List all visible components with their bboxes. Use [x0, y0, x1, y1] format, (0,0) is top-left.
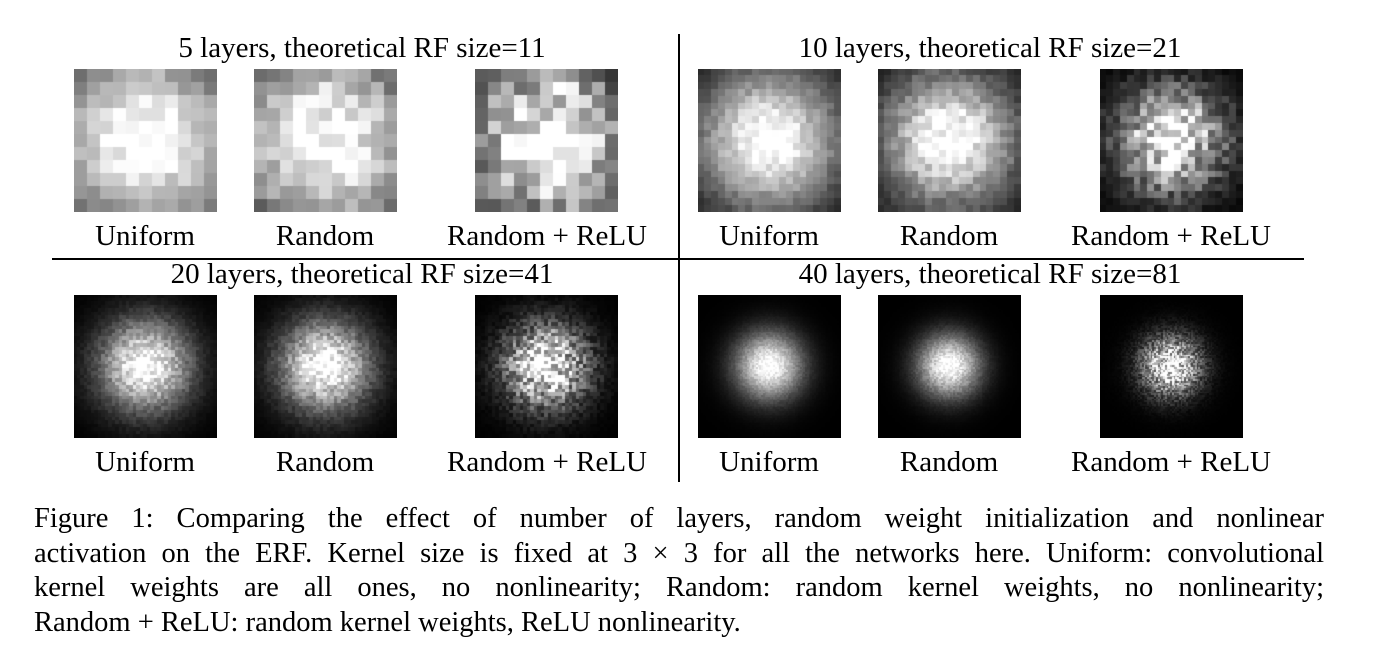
panel-title: 5 layers, theoretical RF size=11 — [178, 32, 546, 64]
label-random: Random — [275, 446, 375, 478]
label-random-relu: Random + ReLU — [1071, 446, 1271, 478]
label-uniform: Uniform — [95, 446, 195, 478]
label-random-relu: Random + ReLU — [447, 220, 647, 252]
panel-title: 10 layers, theoretical RF size=21 — [798, 32, 1182, 64]
erf-heatmap-uniform — [698, 295, 841, 438]
caption-line: activation on the ERF. Kernel size is fi… — [34, 537, 1324, 569]
erf-heatmap-random-relu — [475, 295, 618, 438]
figure-caption: Figure 1: Comparing the effect of number… — [34, 502, 1324, 640]
erf-heatmap-random — [254, 69, 397, 212]
caption-line: kernel weights are all ones, no nonlinea… — [34, 572, 1324, 603]
erf-heatmap-random — [878, 295, 1021, 438]
caption-line: Figure 1: Comparing the effect of number… — [34, 503, 1324, 534]
label-random: Random — [899, 220, 999, 252]
label-random: Random — [899, 446, 999, 478]
label-uniform: Uniform — [719, 220, 819, 252]
panel-title: 40 layers, theoretical RF size=81 — [798, 258, 1182, 290]
label-uniform: Uniform — [95, 220, 195, 252]
erf-heatmap-uniform — [698, 69, 841, 212]
label-random: Random — [275, 220, 375, 252]
caption-line: Random + ReLU: random kernel weights, Re… — [34, 606, 741, 638]
label-random-relu: Random + ReLU — [447, 446, 647, 478]
label-random-relu: Random + ReLU — [1071, 220, 1271, 252]
erf-heatmap-uniform — [74, 69, 217, 212]
erf-heatmap-random — [254, 295, 397, 438]
horizontal-divider — [52, 258, 1304, 260]
erf-heatmap-uniform — [74, 295, 217, 438]
label-uniform: Uniform — [719, 446, 819, 478]
erf-heatmap-random-relu — [1100, 69, 1243, 212]
panel-title: 20 layers, theoretical RF size=41 — [170, 258, 554, 290]
erf-heatmap-random-relu — [475, 69, 618, 212]
erf-heatmap-random — [878, 69, 1021, 212]
erf-heatmap-random-relu — [1100, 295, 1243, 438]
